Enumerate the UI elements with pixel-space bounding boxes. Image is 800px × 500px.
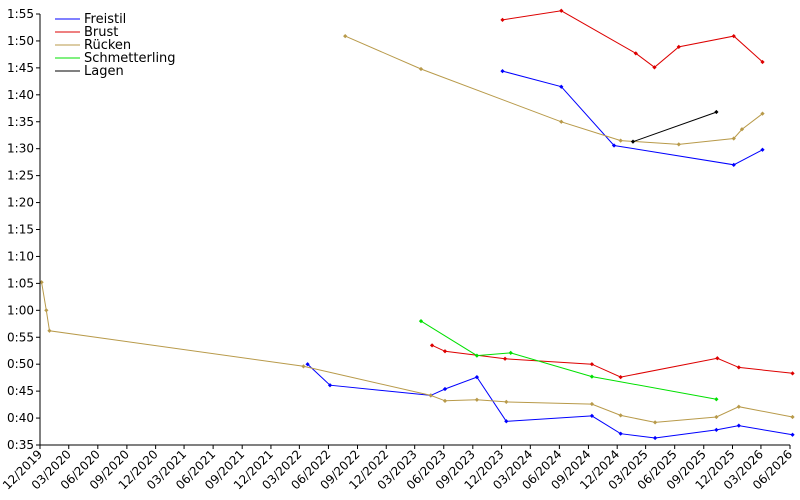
data-point-schmetterling [589, 374, 595, 379]
data-point-r-cken [736, 404, 741, 409]
data-point-r-cken [428, 393, 433, 398]
data-point-freistil [611, 143, 617, 148]
data-point-lagen [630, 139, 636, 144]
y-tick-label: 1:45 [7, 61, 34, 75]
series-line-freistil [307, 363, 793, 439]
legend-item-lagen: Lagen [55, 64, 124, 79]
y-tick-label: 0:45 [7, 384, 34, 398]
y-tick-label: 1:00 [7, 303, 34, 317]
data-point-r-cken [790, 414, 795, 420]
data-point-r-cken [44, 308, 49, 313]
data-point-freistil [652, 435, 658, 441]
data-point-r-cken [618, 413, 623, 418]
series-line-r-cken [41, 282, 793, 423]
data-point-r-cken [618, 138, 623, 143]
data-point-schmetterling [474, 353, 480, 358]
data-point-freistil [790, 432, 795, 437]
data-point-schmetterling [418, 318, 424, 324]
data-point-schmetterling [508, 350, 513, 355]
y-tick-label: 0:50 [7, 357, 34, 371]
data-point-r-cken [343, 33, 348, 39]
y-tick-label: 1:35 [7, 115, 34, 129]
legend-label: Rücken [84, 38, 131, 53]
data-point-r-cken [504, 399, 509, 405]
data-point-freistil [736, 423, 741, 428]
data-point-brust [715, 356, 720, 361]
data-point-brust [790, 371, 795, 376]
data-point-r-cken [652, 420, 658, 425]
legend-label: Freistil [84, 12, 126, 27]
series-line-lagen [632, 111, 717, 143]
data-point-freistil [760, 147, 765, 152]
data-point-r-cken [301, 364, 306, 369]
data-point-r-cken [589, 401, 595, 407]
y-tick-label: 1:50 [7, 34, 34, 48]
data-point-r-cken [731, 136, 736, 141]
y-tick-label: 1:30 [7, 142, 34, 156]
series-line-brust [431, 344, 793, 378]
legend-label: Lagen [84, 64, 124, 79]
data-point-freistil [305, 362, 310, 367]
data-point-brust [502, 356, 508, 361]
data-point-freistil [731, 162, 736, 167]
axes [39, 14, 790, 446]
y-tick-label: 1:40 [7, 88, 34, 102]
data-point-freistil [618, 431, 623, 436]
y-tick-label: 1:05 [7, 276, 34, 290]
data-point-r-cken [47, 328, 52, 333]
data-point-freistil [442, 386, 448, 392]
data-point-freistil [504, 419, 509, 424]
legend-label: Schmetterling [84, 51, 176, 66]
data-point-r-cken [559, 119, 564, 124]
y-tick-label: 1:10 [7, 249, 34, 263]
y-tick-label: 0:35 [7, 438, 34, 452]
data-point-r-cken [714, 414, 719, 420]
plot-points [39, 8, 795, 441]
plot-lines [41, 10, 793, 439]
y-tick-label: 1:20 [7, 196, 34, 210]
data-point-schmetterling [714, 397, 719, 402]
y-tick-label: 1:55 [7, 7, 34, 21]
y-ticks: 0:35 0:40 0:45 0:50 0:55 1:00 1:05 1:10 1:15 1:20… [7, 7, 40, 452]
y-tick-label: 0:55 [7, 330, 34, 344]
data-point-brust [429, 343, 435, 348]
data-point-brust [442, 349, 448, 354]
data-point-freistil [327, 383, 333, 388]
y-tick-label: 1:15 [7, 223, 34, 237]
data-point-brust [500, 17, 505, 23]
x-ticks: 12/201903/202006/202009/202012/202003/20… [0, 445, 795, 492]
series-line-freistil [502, 70, 763, 166]
legend-item-r-cken: Rücken [55, 38, 131, 53]
data-point-brust [736, 365, 741, 370]
data-point-brust [589, 362, 595, 367]
data-point-freistil [500, 68, 505, 74]
data-point-r-cken [474, 397, 480, 402]
data-point-brust [559, 8, 564, 13]
data-point-r-cken [676, 142, 681, 147]
legend-item-freistil: Freistil [55, 12, 126, 27]
y-tick-label: 1:25 [7, 169, 34, 183]
data-point-freistil [714, 427, 719, 433]
legend-item-schmetterling: Schmetterling [55, 51, 176, 66]
data-point-freistil [589, 413, 595, 419]
series-line-r-cken [345, 35, 763, 145]
legend-item-brust: Brust [55, 25, 118, 40]
data-point-lagen [714, 109, 719, 115]
legend-label: Brust [84, 25, 118, 40]
data-point-r-cken [442, 398, 448, 403]
data-point-freistil [474, 374, 480, 380]
series-line-schmetterling [420, 320, 717, 400]
y-tick-label: 0:40 [7, 411, 34, 425]
data-point-r-cken [418, 66, 424, 72]
series-line-brust [502, 10, 763, 68]
data-point-brust [618, 374, 623, 380]
